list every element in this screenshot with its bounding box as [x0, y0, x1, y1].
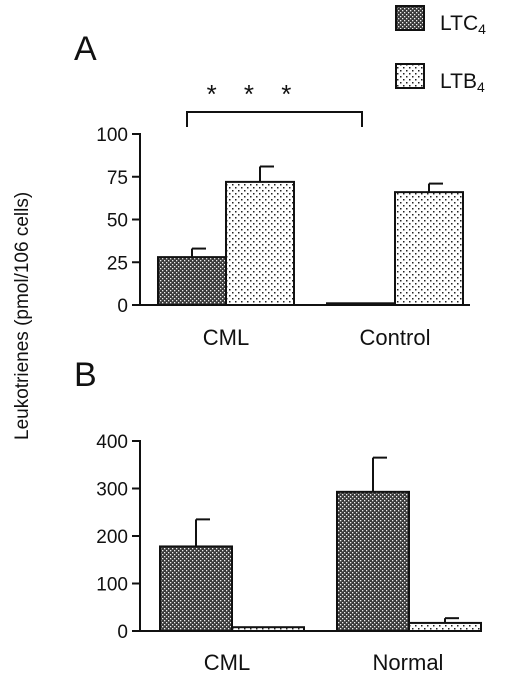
- bracket-line: [186, 111, 363, 127]
- category-label: Control: [360, 325, 431, 350]
- legend-label-ltc4: LTC4: [440, 12, 486, 37]
- significance-stars: * * *: [207, 79, 302, 109]
- legend-label-ltb4: LTB4: [440, 70, 485, 95]
- y-tick-label: 400: [96, 432, 128, 453]
- y-tick-label: 75: [107, 168, 128, 189]
- y-axis-label: Leukotrienes (pmol/106 cells): [12, 192, 33, 440]
- category-label: CML: [204, 650, 250, 675]
- bar-ltb4: [225, 180, 295, 307]
- category-label: Normal: [373, 650, 444, 675]
- panel-letter-b: B: [74, 356, 97, 394]
- y-tick-label: 0: [117, 622, 128, 643]
- panel-a: A * * * 0 25 50 75 100 CML Control: [74, 30, 470, 350]
- bar-ltc4: [336, 490, 410, 633]
- bar-ltc4: [326, 302, 396, 307]
- bar-ltc4: [159, 545, 233, 633]
- legend: LTC4 LTB4: [395, 5, 486, 95]
- y-tick-label: 100: [96, 575, 128, 596]
- bar-ltb4: [231, 626, 305, 633]
- y-tick-label: 50: [107, 211, 128, 232]
- chart-b-axes: 0 100 200 300 400: [96, 432, 470, 643]
- y-tick-label: 300: [96, 480, 128, 501]
- legend-swatch-ltb4: [395, 63, 425, 89]
- bar-ltb4: [394, 191, 464, 306]
- panel-letter-a: A: [74, 30, 97, 68]
- y-tick-label: 25: [107, 253, 128, 274]
- significance-bracket: * * *: [186, 79, 363, 127]
- chart-b-bars: [159, 456, 482, 633]
- bar-ltc4: [157, 256, 227, 306]
- chart-a-bars: [157, 165, 464, 307]
- legend-swatch-ltc4: [395, 5, 425, 31]
- category-label: CML: [203, 325, 249, 350]
- y-tick-label: 0: [117, 296, 128, 317]
- y-tick-label: 200: [96, 527, 128, 548]
- bar-ltb4: [408, 621, 482, 632]
- panel-b: B 0 100 200 300 400 CML Normal: [74, 356, 482, 675]
- y-tick-label: 100: [96, 125, 128, 146]
- chart-a-axes: 0 25 50 75 100: [96, 125, 470, 317]
